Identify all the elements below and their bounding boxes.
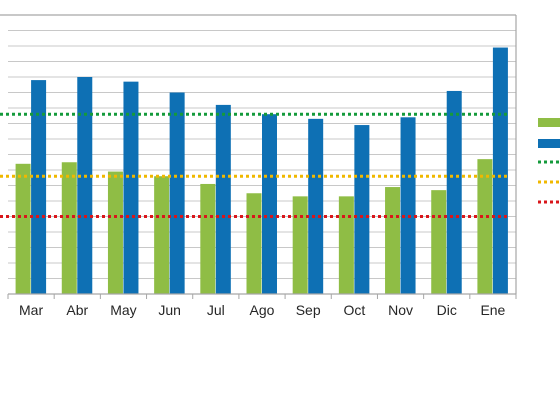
bar-series-1-jul xyxy=(200,183,216,294)
bar-series-1-jun xyxy=(154,176,170,294)
axes xyxy=(0,14,517,299)
bar-series-1-may xyxy=(107,171,123,294)
bar-series-2-dic xyxy=(446,90,462,294)
x-tick-label: Mar xyxy=(19,302,43,318)
bar-series-1-ago xyxy=(246,193,262,294)
bar-series-1-mar xyxy=(15,163,31,294)
x-tick-label: Oct xyxy=(343,302,365,318)
x-tick-label: Jul xyxy=(207,302,225,318)
bar-series-2-sep xyxy=(308,118,324,294)
reference-lines xyxy=(0,112,510,218)
bar-series-2-jul xyxy=(215,104,231,295)
legend-key-series-2 xyxy=(538,139,560,148)
bar-series-2-nov xyxy=(400,117,416,294)
bar-series-1-ene xyxy=(477,159,493,294)
bar-series-1-abr xyxy=(61,162,77,294)
bar-series-2-oct xyxy=(354,125,370,294)
x-tick-label: Ago xyxy=(250,302,275,318)
bar-series-2-jun xyxy=(169,92,185,294)
bar-series-2-mar xyxy=(31,80,47,294)
bar-series-2-abr xyxy=(77,77,93,294)
bar-series-1-nov xyxy=(385,187,401,294)
x-tick-labels: Mar Abr May Jun Jul Ago Sep Oct Nov Dic Ene xyxy=(19,302,506,318)
x-tick-label: Jun xyxy=(158,302,181,318)
x-tick-label: May xyxy=(110,302,136,318)
x-tick-label: Dic xyxy=(437,302,457,318)
bar-series-1-dic xyxy=(431,190,447,294)
bar-series-1-sep xyxy=(292,196,308,294)
legend xyxy=(538,118,560,204)
legend-key-series-1 xyxy=(538,118,560,127)
bar-series-2-may xyxy=(123,81,139,295)
bars xyxy=(15,47,508,295)
bar-series-2-ene xyxy=(492,47,508,294)
x-tick-label: Nov xyxy=(388,302,413,318)
x-tick-label: Ene xyxy=(480,302,505,318)
bar-series-2-ago xyxy=(262,114,277,294)
x-tick-label: Sep xyxy=(296,302,321,318)
x-tick-label: Abr xyxy=(66,302,88,318)
bar-series-1-oct xyxy=(338,196,354,294)
